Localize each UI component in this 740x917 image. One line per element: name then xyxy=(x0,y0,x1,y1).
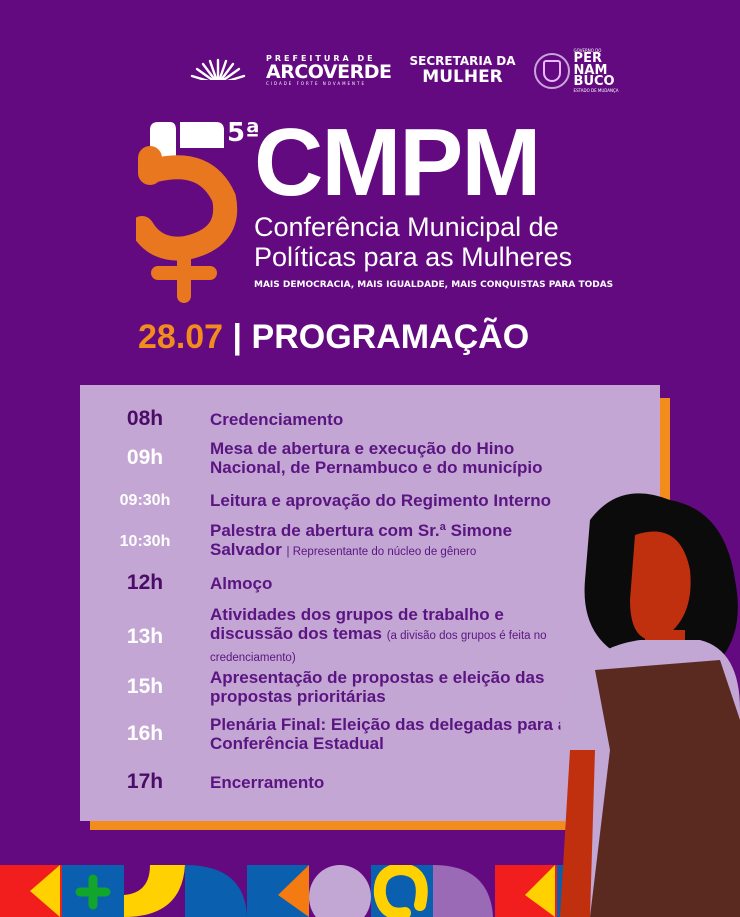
schedule-item: 08h Credenciamento xyxy=(126,407,344,430)
event-acronym: CMPM xyxy=(254,109,541,216)
program-title: PROGRAMAÇÃO xyxy=(251,318,530,356)
schedule-item: 15h Apresentação de propostas e eleição d… xyxy=(126,668,545,706)
decorative-pattern-stripe xyxy=(0,865,620,917)
schedule-item: 09h Mesa de abertura e execução do Hino N… xyxy=(126,439,543,477)
schedule-item: 17h Encerramento xyxy=(126,770,325,793)
state-seal-icon xyxy=(533,52,570,89)
fifth-edition-venus-logo xyxy=(136,122,238,303)
schedule-item: 09:30h Leitura e aprovação do Regimento I… xyxy=(119,491,552,510)
tagline: MAIS DEMOCRACIA, MAIS IGUALDADE, MAIS CO… xyxy=(254,280,614,290)
secretaria-logo: SECRETARIA DA MULHER xyxy=(409,53,516,87)
schedule-item: 13h Atividades dos grupos de trabalho e d… xyxy=(126,605,547,664)
event-full-name: Conferência Municipal de Políticas para … xyxy=(254,212,573,272)
event-date: 28.07 xyxy=(138,318,224,356)
program-heading: 28.07 | PROGRAMAÇÃO xyxy=(138,318,530,356)
edition-ordinal: 5ª xyxy=(227,118,260,148)
schedule-item: 16h Plenária Final: Eleição das delegadas… xyxy=(126,715,568,753)
pernambuco-logo: GOVERNO DO PER NAM BUCO ESTADO DE MUDANÇ… xyxy=(533,48,619,93)
woman-illustration xyxy=(560,493,740,917)
arcoverde-sun-logo xyxy=(188,58,248,86)
schedule-item: 10:30h Palestra de abertura com Sr.ª Simo… xyxy=(119,521,513,559)
prefeitura-logo: PREFEITURA DE ARCOVERDE CIDADE FORTE NOV… xyxy=(266,54,392,87)
schedule-item: 12h Almoço xyxy=(126,571,273,594)
partner-logos: PREFEITURA DE ARCOVERDE CIDADE FORTE NOV… xyxy=(188,48,619,93)
